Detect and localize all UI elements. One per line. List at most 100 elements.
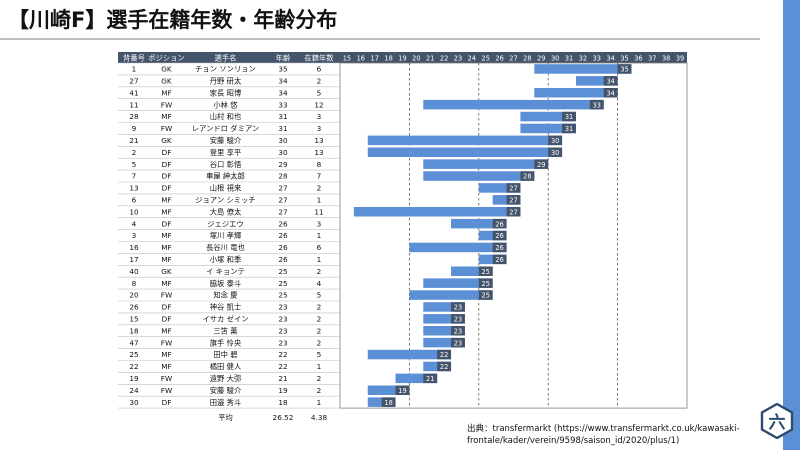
table-cell: 田中 碧	[213, 350, 237, 359]
table-cell: 34	[278, 76, 288, 85]
x-tick-label: 22	[440, 54, 448, 62]
table-cell: 13	[314, 136, 324, 145]
table-cell: 1	[317, 195, 322, 204]
age-data-label: 34	[606, 78, 614, 86]
table-cell: 25	[129, 350, 138, 359]
table-cell: MF	[161, 231, 172, 240]
tenure-bar	[423, 337, 465, 348]
age-marker	[492, 242, 507, 253]
table-cell: 2	[317, 338, 322, 347]
table-header-cell: 背番号	[123, 53, 145, 62]
table-cell: 35	[278, 65, 287, 74]
table-cell: 3	[317, 219, 322, 228]
table-cell: 21	[129, 136, 138, 145]
table-cell: 6	[132, 195, 137, 204]
table-cell: DF	[162, 160, 172, 169]
table-cell: 31	[278, 112, 287, 121]
x-tick-label: 23	[454, 54, 462, 62]
table-cell: 19	[278, 386, 288, 395]
table-cell: 13	[129, 184, 139, 193]
tenure-bar	[423, 171, 535, 181]
table-cell: 塚川 孝輝	[210, 231, 242, 240]
chart-frame	[339, 62, 688, 409]
table-cell: 5	[317, 350, 322, 359]
age-marker	[492, 218, 507, 229]
table-cell: FW	[161, 374, 172, 383]
age-data-label: 27	[509, 208, 517, 216]
club-logo-icon: 六	[760, 403, 794, 439]
tenure-bar	[423, 159, 549, 169]
table-cell: 長谷川 竜也	[206, 243, 245, 252]
table-cell: 神谷 凱士	[210, 303, 242, 312]
table-cell: MF	[161, 195, 172, 204]
tenure-bar	[423, 326, 465, 336]
age-data-label: 21	[426, 375, 434, 383]
table-header-cell: 選手名	[215, 53, 237, 62]
age-data-label: 29	[537, 161, 545, 169]
table-cell: 20	[129, 291, 139, 300]
tenure-bar	[423, 314, 465, 324]
table-cell: 18	[278, 398, 288, 407]
table-cell: MF	[161, 255, 172, 264]
x-tick-label: 25	[482, 54, 490, 62]
logo-glyph: 六	[769, 412, 786, 433]
table-cell: イサカ ゼイン	[202, 314, 248, 323]
table-cell: MF	[161, 279, 172, 288]
x-tick-label: 20	[412, 54, 420, 62]
tenure-bar	[367, 385, 410, 395]
table-cell: 2	[317, 374, 322, 383]
tenure-bar	[423, 99, 604, 110]
table-cell: 31	[278, 124, 287, 133]
age-marker	[548, 135, 563, 146]
age-data-label: 19	[398, 387, 406, 395]
table-cell: 27	[129, 76, 139, 85]
table-cell: 小塚 和季	[210, 255, 242, 264]
table-cell: FW	[161, 338, 172, 347]
title-divider	[0, 38, 760, 40]
x-tick-label: 16	[357, 54, 365, 62]
table-cell: GK	[161, 76, 172, 85]
age-marker	[589, 99, 604, 110]
age-data-label: 26	[495, 256, 503, 264]
table-cell: 26	[278, 255, 288, 264]
table-cell: MF	[161, 362, 172, 371]
table-cell: 田邉 秀斗	[210, 398, 242, 407]
table-header-cell: ポジション	[148, 53, 184, 62]
table-cell: 10	[129, 207, 139, 216]
age-data-label: 30	[551, 137, 559, 145]
age-data-label: 25	[482, 280, 490, 288]
age-marker	[562, 123, 576, 134]
table-cell: MF	[161, 243, 172, 252]
age-data-label: 25	[482, 292, 490, 300]
age-marker	[437, 349, 452, 360]
table-cell: 2	[317, 267, 322, 276]
table-cell: 橘田 健人	[210, 362, 242, 371]
table-header-cell: 在籍年数	[304, 53, 334, 62]
age-marker	[562, 111, 576, 122]
tenure-bar	[520, 123, 576, 134]
table-cell: 1	[132, 65, 137, 74]
age-data-label: 31	[565, 113, 573, 121]
table-cell: 30	[278, 136, 288, 145]
age-data-label: 22	[440, 363, 448, 371]
table-cell: 34	[278, 88, 288, 97]
age-marker	[423, 373, 438, 384]
table-cell: DF	[162, 172, 172, 181]
table-cell: 23	[278, 338, 288, 347]
source-line-2: frontale/kader/verein/9598/saison_id/202…	[467, 436, 680, 446]
table-cell: 山根 視来	[210, 184, 242, 193]
table-cell: 安藤 駿介	[210, 386, 242, 395]
table-cell: GK	[161, 267, 172, 276]
tenure-bar	[534, 64, 632, 74]
x-tick-label: 18	[384, 54, 392, 62]
table-cell: 3	[317, 112, 322, 121]
table-cell: 41	[129, 88, 138, 97]
table-cell: DF	[162, 303, 172, 312]
table-cell: 18	[129, 326, 139, 335]
average-label: 平均	[218, 413, 233, 422]
table-cell: ジョアン シミッチ	[195, 195, 255, 204]
table-cell: 9	[132, 124, 137, 133]
table-cell: 23	[278, 326, 288, 335]
age-data-label: 25	[482, 268, 490, 276]
table-cell: 23	[278, 303, 288, 312]
